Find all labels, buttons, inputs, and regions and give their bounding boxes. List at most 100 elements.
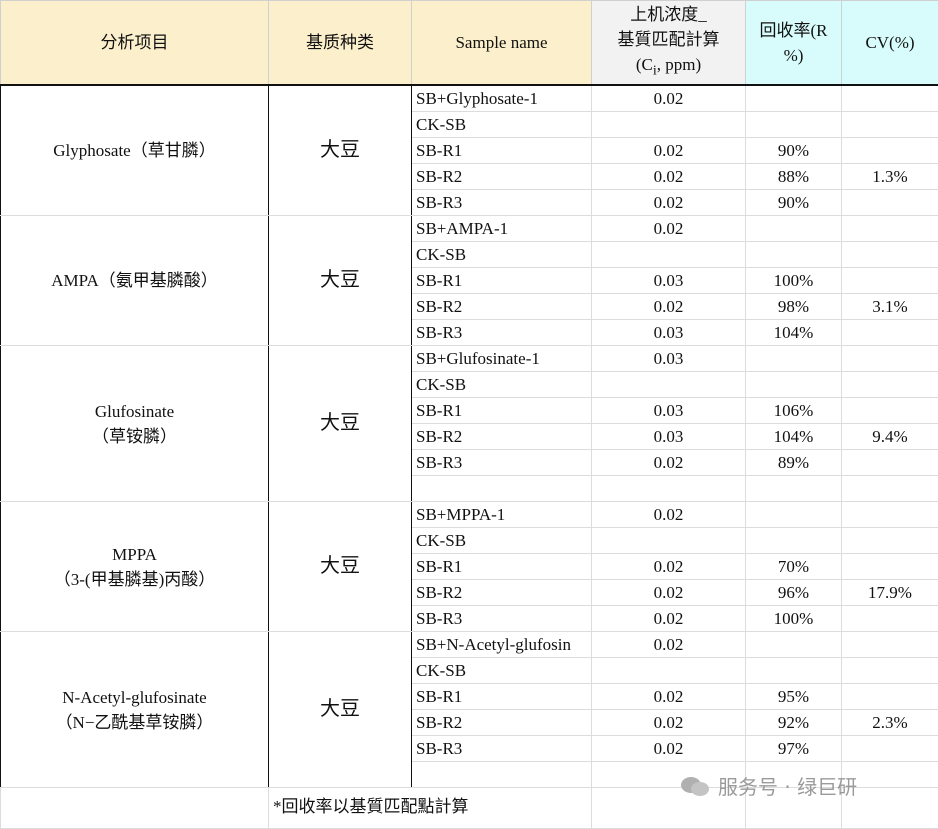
recovery-cell: 98% [746,294,842,320]
header-cell: 基质种类 [269,1,412,86]
empty-cell [1,788,269,829]
sample-cell: CK-SB [412,372,592,398]
cv-cell: 2.3% [842,710,938,736]
recovery-cell: 106% [746,398,842,424]
header-line: CV(%) [842,30,938,55]
recovery-cell: 90% [746,138,842,164]
conc-cell: 0.03 [592,346,746,372]
analyte-line: Glufosinate [1,399,268,424]
conc-cell [592,242,746,268]
recovery-cell [746,85,842,112]
conc-cell: 0.02 [592,138,746,164]
header-line: Sample name [412,30,591,55]
matrix-cell: 大豆 [269,632,412,788]
recovery-cell [746,658,842,684]
recovery-cell [746,632,842,658]
conc-cell [592,112,746,138]
conc-cell: 0.03 [592,320,746,346]
recovery-cell: 95% [746,684,842,710]
analyte-line: N-Acetyl-glufosinate [1,685,268,710]
sample-cell: SB-R1 [412,684,592,710]
analyte-cell: Glyphosate（草甘膦） [1,85,269,216]
cv-cell [842,736,938,762]
conc-cell: 0.02 [592,606,746,632]
sample-cell: SB-R3 [412,450,592,476]
footnote-cell: *回收率以基質匹配點計算 [269,788,592,829]
recovery-cell [746,372,842,398]
header-unit-part: (C [636,55,653,74]
watermark-text: 服务号 · 绿巨研 [718,771,857,800]
sample-cell: SB+AMPA-1 [412,216,592,242]
sample-cell: SB+N-Acetyl-glufosin [412,632,592,658]
watermark-icon [680,774,710,798]
cv-cell [842,528,938,554]
recovery-cell: 92% [746,710,842,736]
conc-cell: 0.02 [592,710,746,736]
recovery-cell [746,242,842,268]
header-line: 分析项目 [1,30,268,55]
cv-cell: 9.4% [842,424,938,450]
recovery-cell: 97% [746,736,842,762]
cv-cell [842,112,938,138]
cv-cell [842,320,938,346]
sample-cell: CK-SB [412,658,592,684]
matrix-cell: 大豆 [269,85,412,216]
analyte-cell: N-Acetyl-glufosinate（N−乙酰基草铵膦） [1,632,269,788]
sample-cell: CK-SB [412,112,592,138]
recovery-cell [746,216,842,242]
analyte-line: （N−乙酰基草铵膦） [1,710,268,735]
sample-cell: SB-R2 [412,294,592,320]
header-cell: 上机浓度_基質匹配計算(Ci, ppm) [592,1,746,86]
watermark: 服务号 · 绿巨研 [680,771,857,800]
conc-cell: 0.02 [592,736,746,762]
cv-cell [842,658,938,684]
header-line: 基質匹配計算 [592,27,745,52]
cv-cell [842,268,938,294]
recovery-cell [746,502,842,528]
recovery-cell: 90% [746,190,842,216]
conc-cell [592,476,746,502]
sample-cell: SB-R1 [412,138,592,164]
analyte-line: MPPA [1,542,268,567]
cv-cell [842,346,938,372]
sample-cell: SB+MPPA-1 [412,502,592,528]
conc-cell: 0.03 [592,398,746,424]
header-cell: CV(%) [842,1,938,86]
recovery-cell: 88% [746,164,842,190]
sample-cell: SB-R1 [412,398,592,424]
conc-cell: 0.03 [592,268,746,294]
cv-cell [842,606,938,632]
header-line: 回收率(R [746,18,841,43]
conc-cell: 0.02 [592,632,746,658]
recovery-cell [746,476,842,502]
conc-cell [592,528,746,554]
recovery-cell: 70% [746,554,842,580]
conc-cell [592,372,746,398]
header-cell: 分析项目 [1,1,269,86]
recovery-cell: 89% [746,450,842,476]
matrix-cell: 大豆 [269,216,412,346]
cv-cell [842,216,938,242]
cv-cell: 1.3% [842,164,938,190]
conc-cell: 0.02 [592,216,746,242]
cv-cell [842,450,938,476]
conc-cell [592,658,746,684]
analyte-line: （3-(甲基膦基)丙酸） [1,567,268,592]
conc-cell: 0.02 [592,502,746,528]
recovery-cell: 100% [746,606,842,632]
header-line: 基质种类 [269,30,411,55]
analyte-line: Glyphosate（草甘膦） [1,138,268,163]
sample-cell: SB-R2 [412,710,592,736]
conc-cell: 0.02 [592,164,746,190]
header-unit: (Ci, ppm) [592,52,745,83]
header-line: %) [746,43,841,68]
sample-cell: SB-R3 [412,736,592,762]
